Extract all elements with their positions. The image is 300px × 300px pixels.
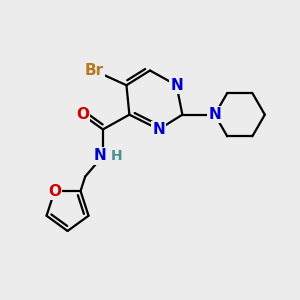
Text: N: N <box>170 78 183 93</box>
Text: H: H <box>110 149 122 163</box>
Text: N: N <box>208 107 221 122</box>
Text: O: O <box>76 107 89 122</box>
Text: Br: Br <box>85 63 104 78</box>
Text: N: N <box>152 122 165 137</box>
Text: N: N <box>94 148 106 164</box>
Text: O: O <box>48 184 61 199</box>
Text: N: N <box>208 107 221 122</box>
